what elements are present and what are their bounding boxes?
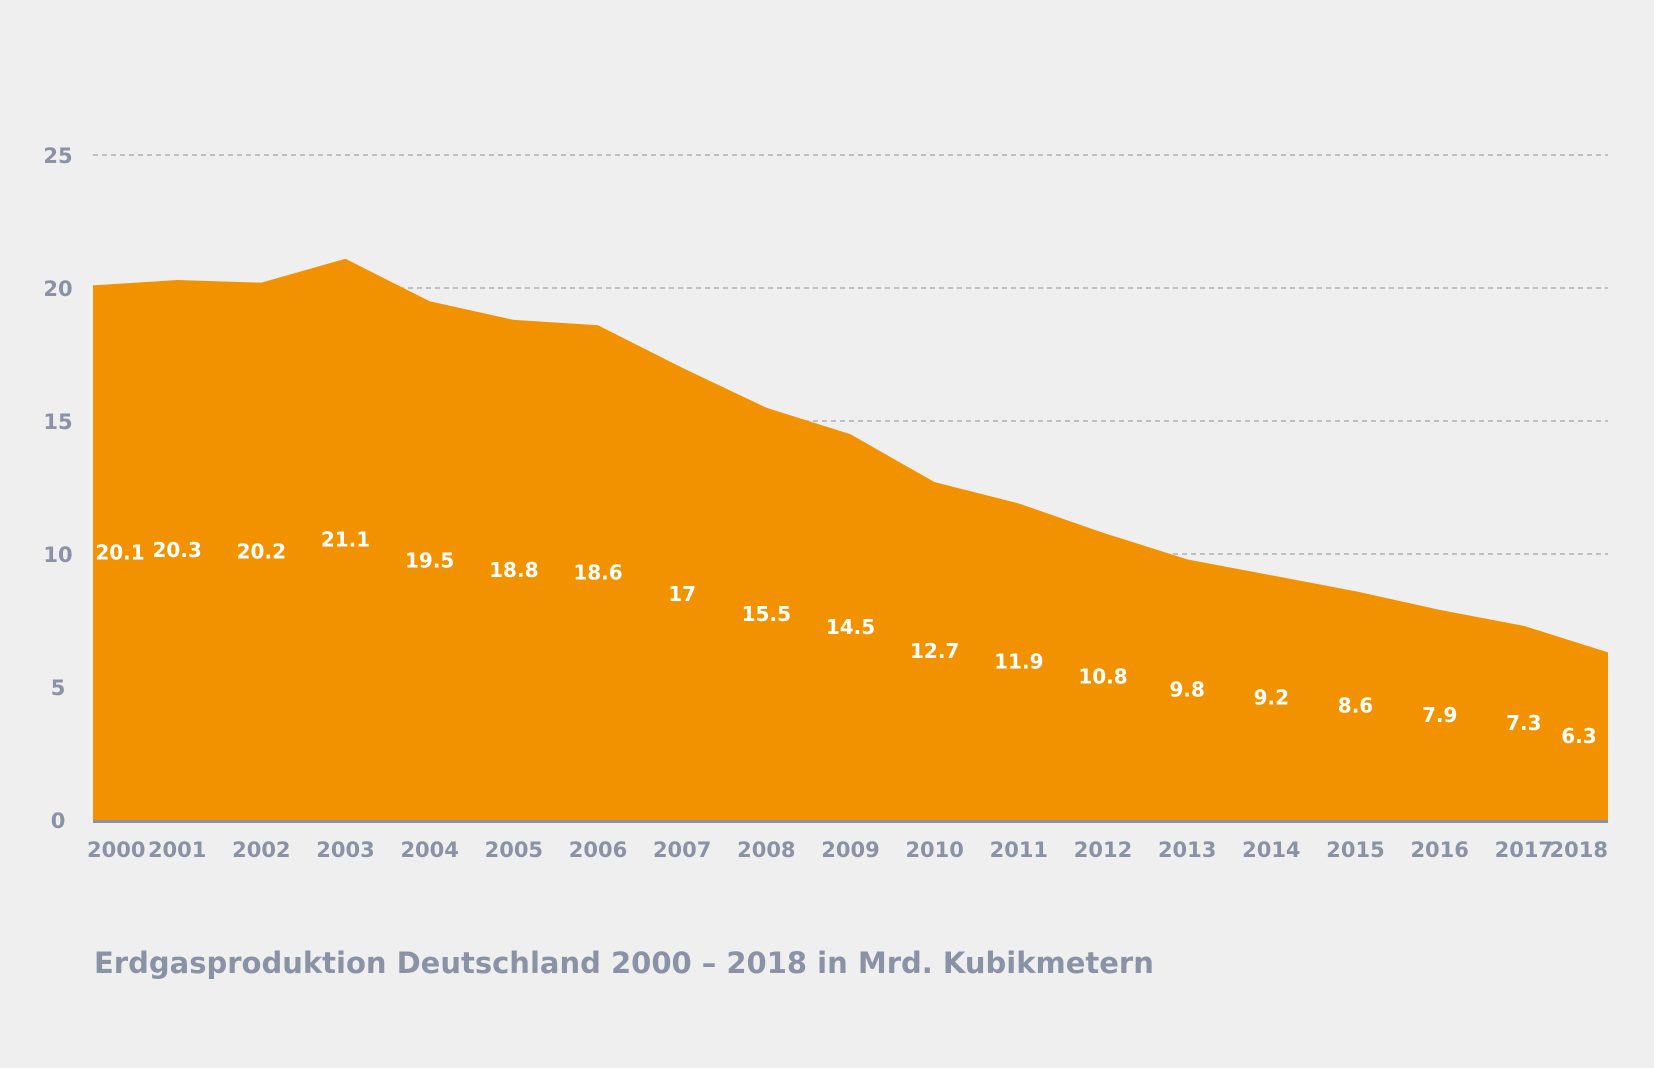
data-label: 18.6 [573, 561, 622, 585]
x-tick-label: 2003 [316, 838, 374, 862]
data-label: 7.3 [1506, 711, 1541, 735]
x-tick-label: 2008 [737, 838, 795, 862]
data-label: 9.2 [1254, 686, 1289, 710]
data-label: 20.3 [152, 538, 201, 562]
area-series [93, 258, 1608, 823]
y-tick-label: 5 [51, 676, 66, 700]
data-label: 18.8 [489, 558, 538, 582]
data-label: 20.2 [237, 539, 286, 563]
y-tick-label: 15 [43, 410, 72, 434]
y-tick-label: 0 [51, 809, 66, 833]
x-tick-label: 2005 [485, 838, 543, 862]
x-tick-label: 2014 [1242, 838, 1300, 862]
x-tick-label: 2004 [400, 838, 458, 862]
data-label: 6.3 [1561, 724, 1596, 748]
data-label: 7.9 [1422, 703, 1457, 727]
data-label: 15.5 [742, 602, 791, 626]
area-fill [93, 258, 1608, 820]
data-label: 11.9 [994, 650, 1043, 674]
data-labels: 20.1 20.3 20.2 21.1 19.5 18.8 18.6 17 15.5 14.5 12… [95, 527, 1596, 748]
x-tick-label: 2017 [1495, 838, 1553, 862]
x-tick-label: 2009 [821, 838, 879, 862]
x-tick-label: 2006 [569, 838, 627, 862]
data-label: 17 [668, 582, 696, 606]
x-axis: 2000 2001 2002 2003 2004 2005 2006 2007 2008 2009… [87, 838, 1608, 862]
data-label: 9.8 [1169, 678, 1204, 702]
data-label: 12.7 [910, 639, 959, 663]
data-label: 14.5 [826, 615, 875, 639]
x-tick-label: 2010 [905, 838, 963, 862]
data-label: 20.1 [95, 541, 144, 565]
y-axis: 0 5 10 15 20 25 [43, 144, 72, 833]
data-label: 21.1 [321, 527, 370, 551]
x-tick-label: 2007 [653, 838, 711, 862]
data-label: 8.6 [1338, 694, 1373, 718]
y-tick-label: 25 [43, 144, 72, 168]
y-tick-label: 20 [43, 277, 72, 301]
x-tick-label: 2018 [1550, 838, 1608, 862]
data-label: 19.5 [405, 549, 454, 573]
x-tick-label: 2000 [87, 838, 145, 862]
x-tick-label: 2012 [1074, 838, 1132, 862]
x-tick-label: 2015 [1326, 838, 1384, 862]
x-tick-label: 2013 [1158, 838, 1216, 862]
x-tick-label: 2001 [148, 838, 206, 862]
x-tick-label: 2016 [1410, 838, 1468, 862]
x-tick-label: 2002 [232, 838, 290, 862]
data-label: 10.8 [1078, 664, 1127, 688]
chart-caption: Erdgasproduktion Deutschland 2000 – 2018… [94, 946, 1154, 980]
y-tick-label: 10 [43, 543, 72, 567]
x-tick-label: 2011 [990, 838, 1048, 862]
